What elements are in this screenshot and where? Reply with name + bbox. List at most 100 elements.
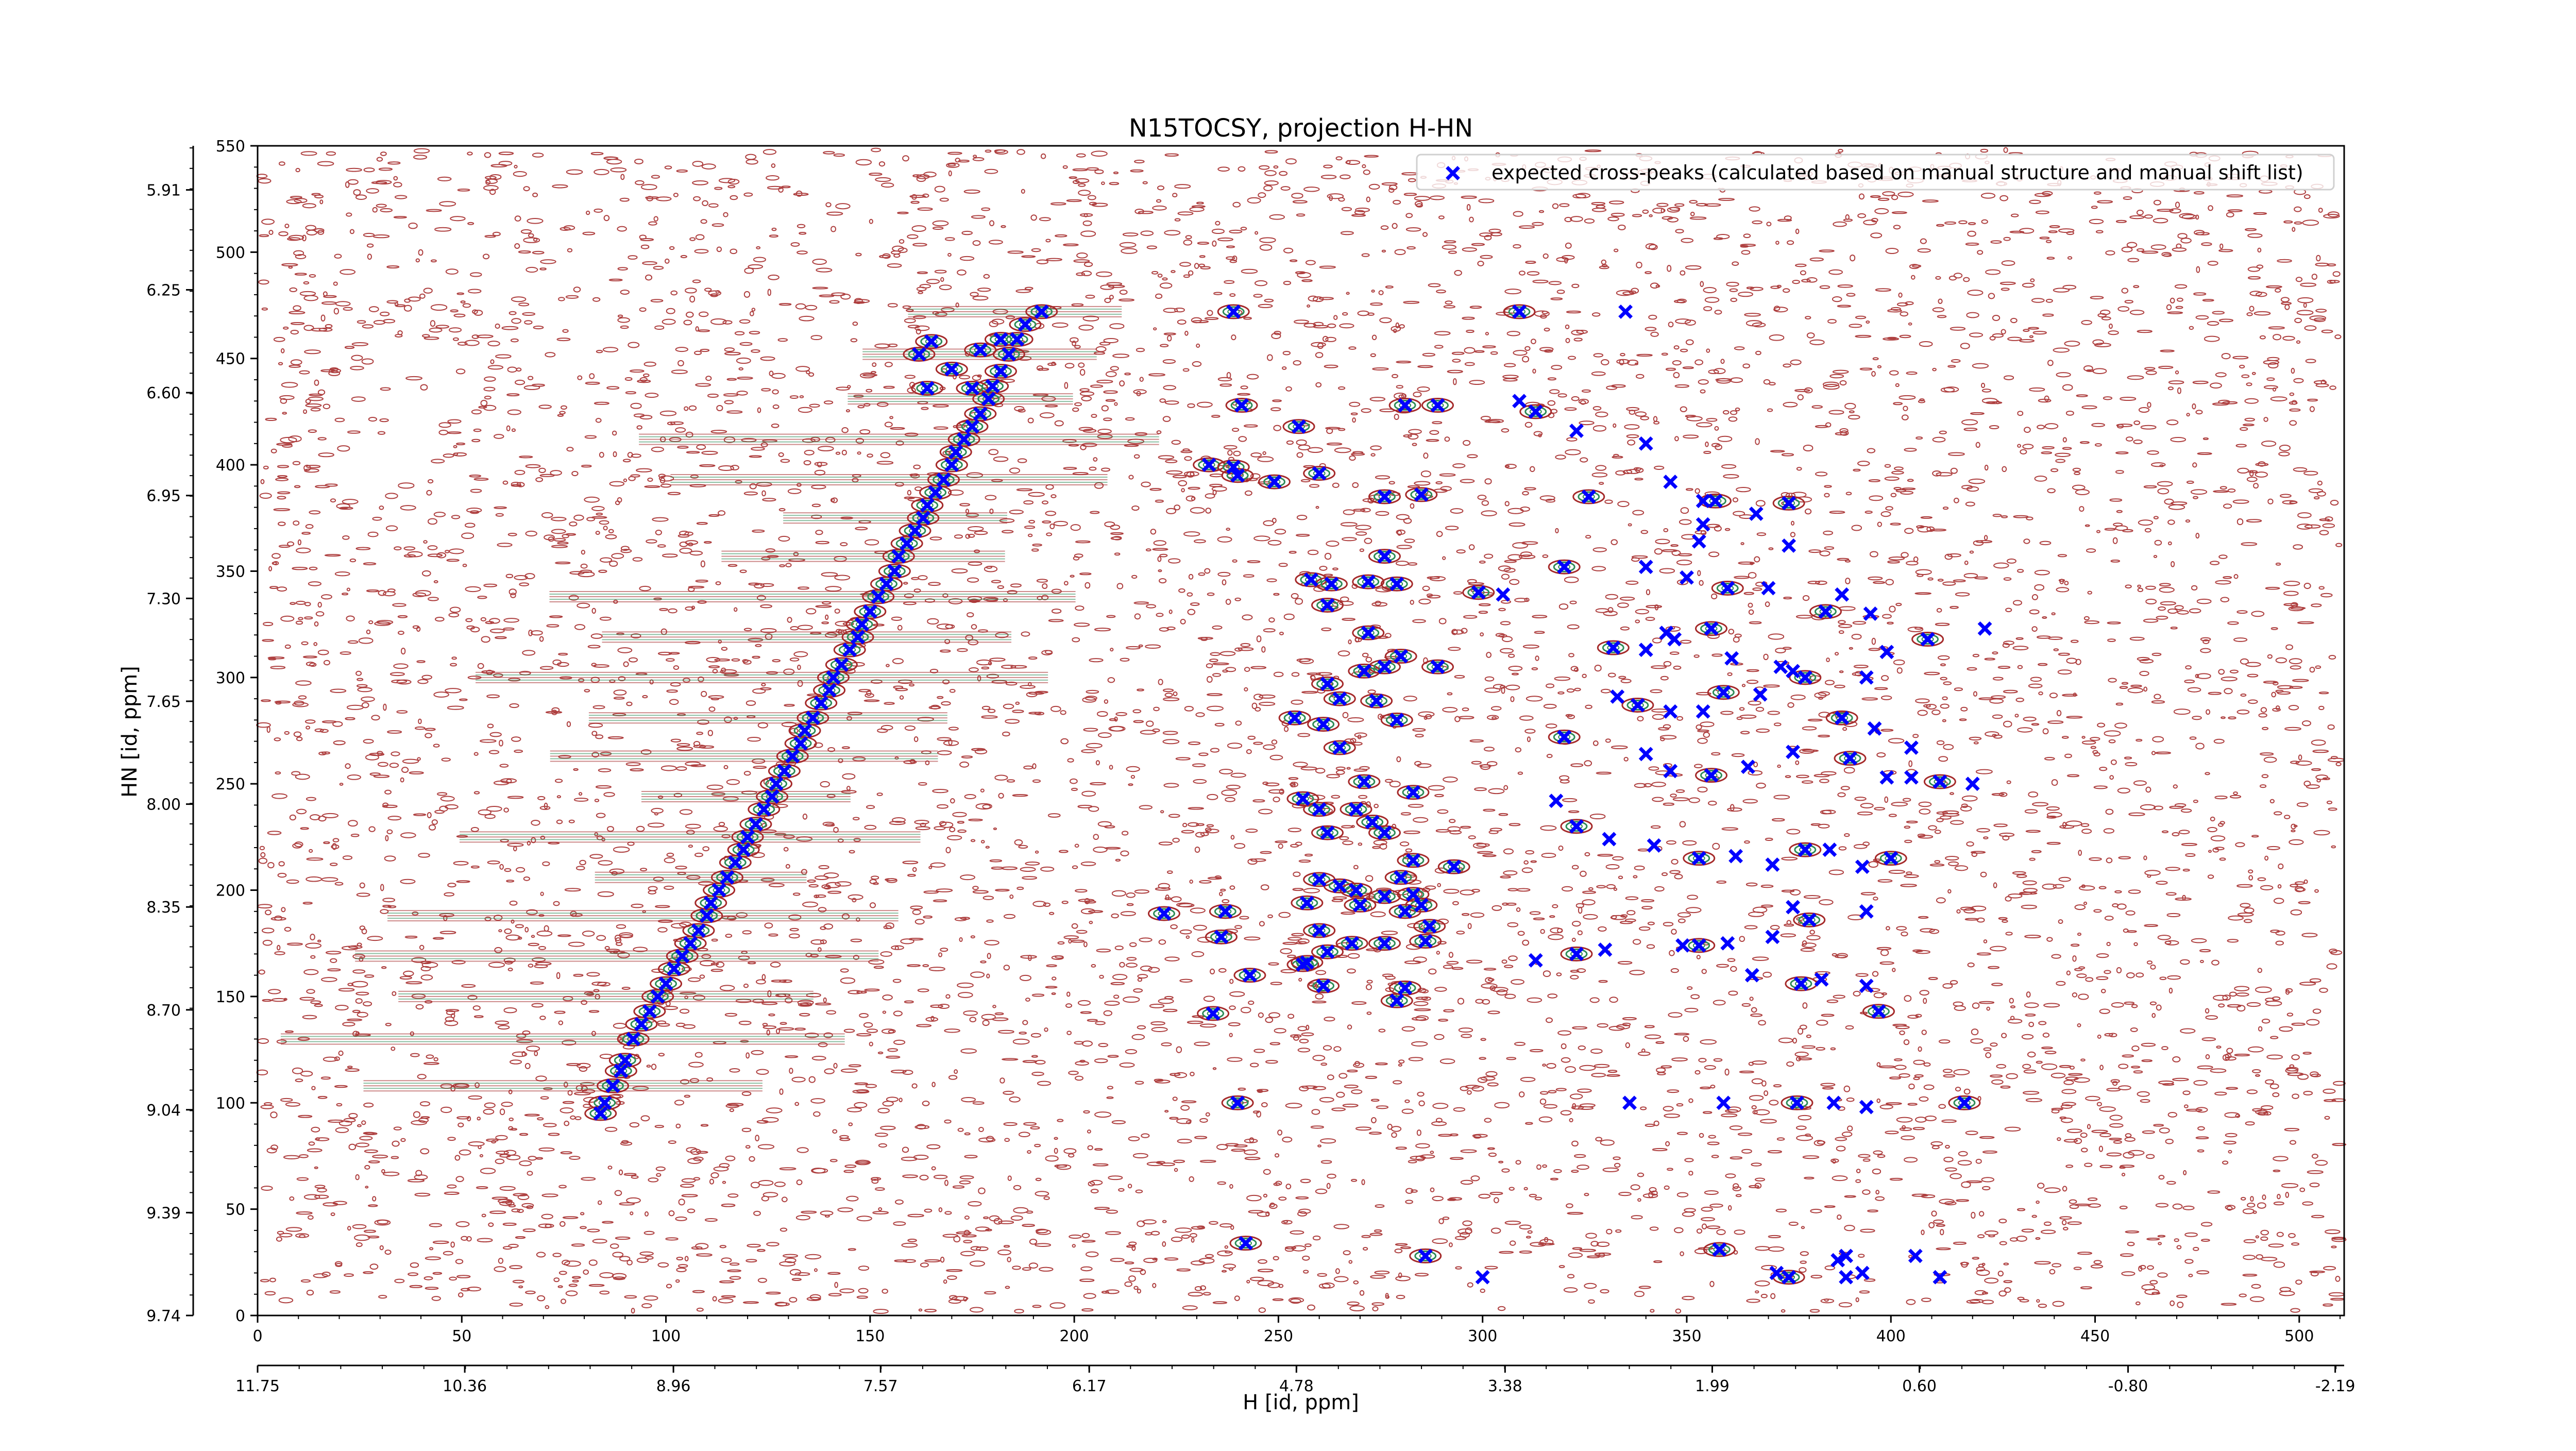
expected-peak-marker <box>1010 332 1025 347</box>
expected-peak-marker <box>1324 577 1339 592</box>
expected-peak-marker <box>1312 802 1327 817</box>
expected-peak-marker <box>1389 713 1404 728</box>
x-index-tick-label: 150 <box>855 1327 885 1345</box>
expected-peak-marker <box>1002 347 1016 362</box>
expected-peak-marker <box>1606 640 1621 655</box>
expected-peak-marker <box>1749 507 1764 521</box>
cross-peak-contour <box>1388 904 1421 919</box>
x-ppm-tick-label: 4.78 <box>1279 1377 1314 1395</box>
expected-peak-marker <box>1581 490 1596 504</box>
expected-peak-marker <box>1303 572 1318 587</box>
expected-peak-marker <box>1793 976 1808 991</box>
expected-peak-marker <box>842 643 857 657</box>
cross-peak-contour <box>1397 785 1430 800</box>
cross-peak-contour <box>1809 604 1842 619</box>
expected-peak-marker <box>711 883 726 898</box>
cross-peak-contour <box>1834 751 1867 766</box>
expected-peak-marker <box>1352 898 1367 913</box>
expected-peak-marker <box>1908 1248 1923 1263</box>
cross-peak-contour <box>1772 495 1805 511</box>
expected-peak-marker <box>1638 747 1653 762</box>
expected-peak-marker <box>1414 898 1429 913</box>
expected-peak-marker <box>1647 838 1662 853</box>
expected-peak-marker <box>769 777 784 791</box>
expected-peak-marker <box>981 392 996 407</box>
cross-peak-contour <box>1789 670 1822 685</box>
expected-peak-marker <box>1365 815 1380 830</box>
expected-peak-marker <box>1418 1248 1433 1263</box>
cross-peak-contour <box>1368 549 1401 564</box>
expected-peak-marker <box>1839 1270 1854 1285</box>
expected-peak-marker <box>1226 460 1241 475</box>
expected-peak-marker <box>1602 832 1617 847</box>
cross-peak-contour <box>1352 625 1385 640</box>
cross-peak-contour <box>1348 774 1381 789</box>
expected-peak-marker <box>1496 587 1511 602</box>
cross-peak-contour <box>1948 1095 1981 1110</box>
expected-peak-marker <box>1782 538 1797 553</box>
cross-peak-contour <box>1291 895 1324 910</box>
y-ppm-tick-label: 5.91 <box>146 182 181 200</box>
expected-peak-marker <box>1316 978 1331 993</box>
legend: expected cross-peaks (calculated based o… <box>1416 154 2335 191</box>
expected-peak-marker <box>618 1053 633 1068</box>
expected-peak-marker <box>1157 906 1172 921</box>
expected-peak-marker <box>891 549 906 564</box>
expected-peak-marker <box>1528 953 1543 968</box>
x-ppm-tick-label: -2.19 <box>2315 1377 2355 1395</box>
expected-peak-marker <box>1214 930 1229 944</box>
expected-peak-marker <box>736 842 751 857</box>
cross-peak-contour <box>1572 489 1605 504</box>
expected-peak-marker <box>1933 774 1947 789</box>
diagonal-peak-contour <box>841 629 874 645</box>
cross-peak-contour <box>1397 853 1430 868</box>
expected-peak-marker <box>1230 468 1245 483</box>
expected-peak-marker <box>871 589 886 604</box>
expected-peak-marker <box>944 458 959 473</box>
expected-peak-marker <box>785 749 800 764</box>
cross-peak-contour <box>1384 649 1417 664</box>
expected-peak-marker <box>1720 936 1735 951</box>
y-index-tick-label: 400 <box>216 457 245 475</box>
expected-peak-marker <box>826 670 841 685</box>
diagonal-peak-contour <box>1009 317 1042 332</box>
expected-peak-marker <box>1835 587 1850 602</box>
diagonal-peak-contour <box>674 936 707 951</box>
y-ppm-tick-label: 9.39 <box>146 1204 181 1222</box>
expected-peak-marker <box>1622 1095 1637 1110</box>
x-index-tick-label: 500 <box>2284 1327 2314 1345</box>
expected-peak-marker <box>1879 645 1894 660</box>
cross-peak-contour <box>1874 851 1907 866</box>
x-ppm-tick-label: -0.80 <box>2108 1377 2148 1395</box>
x-ppm-tick-label: 3.38 <box>1488 1377 1522 1395</box>
expected-peak-marker <box>1377 660 1392 674</box>
y-index-tick-label: 50 <box>226 1201 245 1219</box>
expected-peak-marker <box>793 736 808 751</box>
cross-peak-contour <box>1258 474 1291 490</box>
cross-peak-contour <box>1560 946 1593 961</box>
y-index-tick-label: 300 <box>216 669 245 687</box>
diagonal-peak-contour <box>870 576 903 592</box>
cross-peak-contour <box>1303 802 1336 817</box>
expected-peak-marker <box>777 764 792 779</box>
cross-peak-contour <box>1707 685 1740 700</box>
expected-peak-marker <box>1680 570 1694 585</box>
expected-peak-marker <box>667 961 682 976</box>
diagonal-peak-contour <box>748 802 781 817</box>
expected-peak-marker <box>1839 1248 1854 1263</box>
expected-peak-marker <box>1831 1253 1845 1268</box>
cross-peak-contour <box>1352 574 1385 589</box>
expected-peak-marker <box>1720 581 1735 596</box>
expected-peak-marker <box>1332 879 1347 893</box>
expected-peak-marker <box>1292 419 1306 434</box>
y-index-tick-label: 450 <box>216 350 245 368</box>
diagonal-peak-contour <box>617 1031 650 1047</box>
expected-peak-marker <box>1638 560 1653 575</box>
expected-peak-marker <box>1904 740 1919 755</box>
cross-peak-contour <box>1307 717 1340 732</box>
expected-peak-marker <box>920 381 935 396</box>
cross-peak-contour <box>1344 897 1377 913</box>
expected-peak-marker <box>1663 475 1678 490</box>
expected-peak-marker <box>1394 870 1409 885</box>
expected-peak-marker <box>1884 851 1899 866</box>
